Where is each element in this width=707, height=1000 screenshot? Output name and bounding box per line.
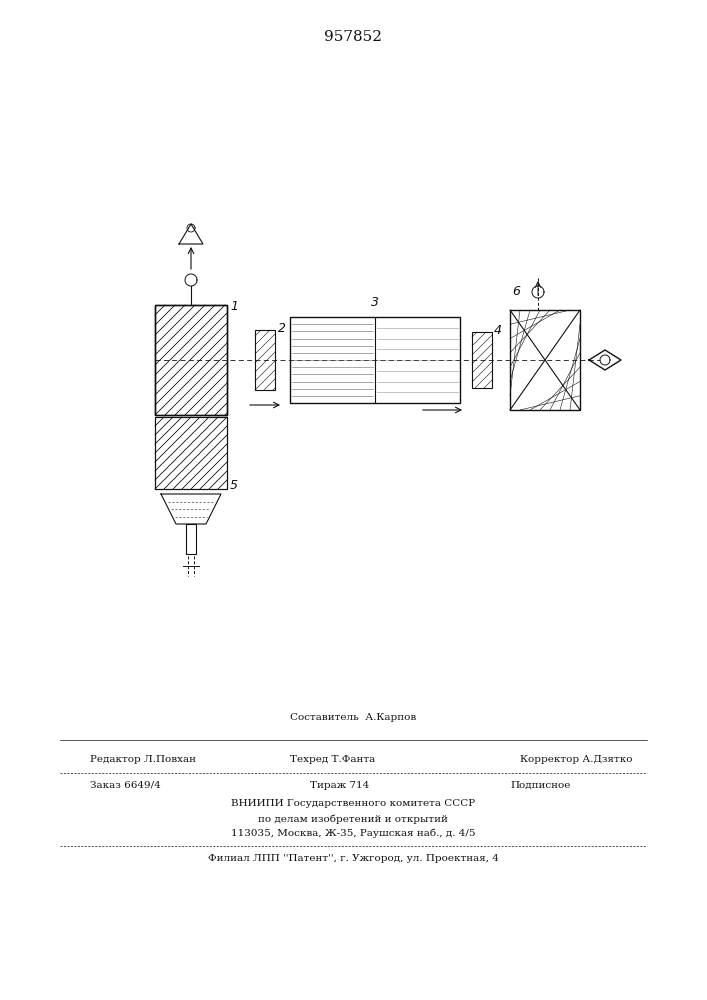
Bar [255,330,275,390]
Text: Тираж 714: Тираж 714 [310,781,369,790]
Text: 5: 5 [230,479,238,492]
Text: Филиал ЛПП ''Патент'', г. Ужгород, ул. Проектная, 4: Филиал ЛПП ''Патент'', г. Ужгород, ул. П… [208,854,498,863]
Text: Техред Т.Фанта: Техред Т.Фанта [290,755,375,764]
Text: 1: 1 [230,300,238,313]
Bar [472,332,492,388]
Bar [155,305,227,415]
Text: Заказ 6649/4: Заказ 6649/4 [90,781,160,790]
Bar [155,417,227,489]
Text: 6: 6 [512,285,520,298]
Text: ВНИИПИ Государственного комитета СССР: ВНИИПИ Государственного комитета СССР [231,799,475,808]
Text: Корректор А.Дзятко: Корректор А.Дзятко [520,755,633,764]
Text: 2: 2 [278,322,286,335]
Text: Составитель  А.Карпов: Составитель А.Карпов [290,713,416,722]
Text: 4: 4 [494,324,502,337]
Text: 957852: 957852 [324,30,382,44]
Text: Редактор Л.Повхан: Редактор Л.Повхан [90,755,196,764]
Bar [155,417,227,489]
Text: Подписное: Подписное [510,781,571,790]
Text: 113035, Москва, Ж-35, Раушская наб., д. 4/5: 113035, Москва, Ж-35, Раушская наб., д. … [230,829,475,838]
Text: по делам изобретений и открытий: по делам изобретений и открытий [258,814,448,824]
Bar [155,305,227,415]
Bar [290,317,460,403]
Bar [510,310,580,410]
Text: 3: 3 [371,296,379,309]
